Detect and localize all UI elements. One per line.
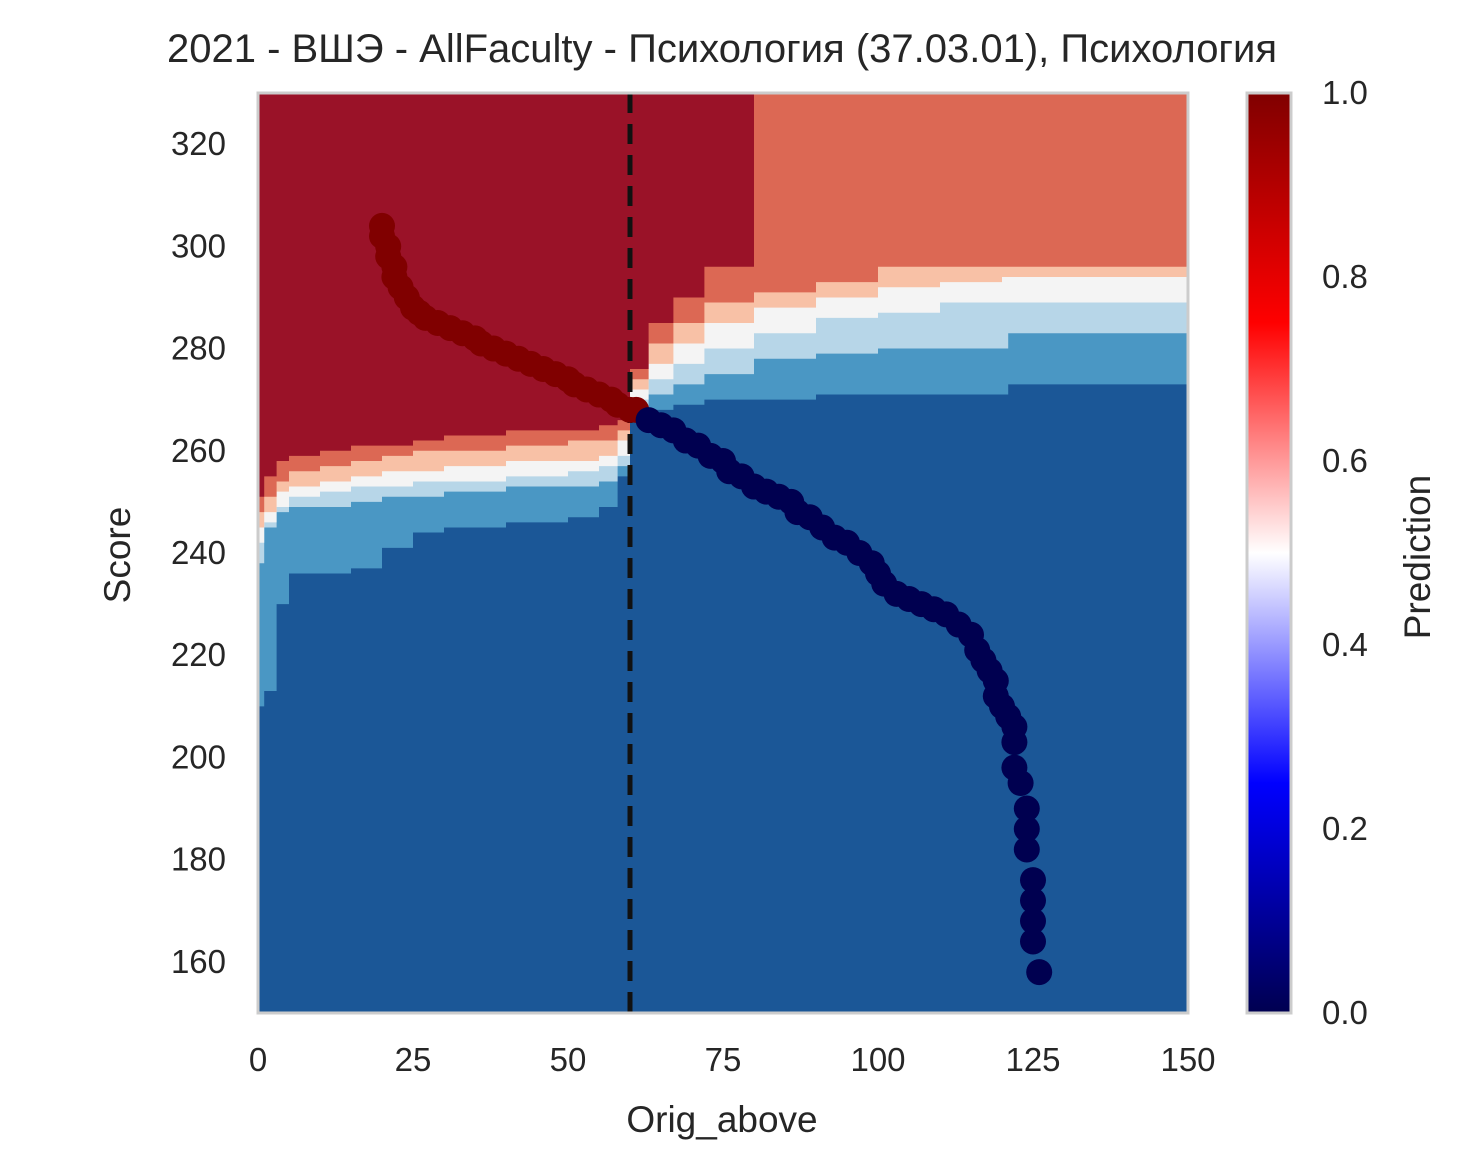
colorbar-tick-label: 0.2 [1322, 810, 1368, 847]
plot-area [258, 93, 1188, 1013]
data-point-not_admitted [1013, 816, 1040, 842]
y-tick-label: 160 [171, 943, 226, 980]
contour-band-top-right [754, 93, 1188, 231]
y-tick-label: 280 [171, 330, 226, 367]
colorbar-label: Prediction [1397, 475, 1438, 640]
y-tick-label: 220 [171, 636, 226, 673]
y-tick-label: 240 [171, 534, 226, 571]
y-tick-label: 180 [171, 841, 226, 878]
x-tick-label: 125 [1005, 1041, 1060, 1078]
data-point-not_admitted [1001, 729, 1028, 756]
data-point-not_admitted [1020, 908, 1046, 934]
data-point-not_admitted [1020, 887, 1046, 914]
colorbar-tick-label: 0.4 [1322, 626, 1368, 663]
y-tick-label: 300 [171, 227, 226, 264]
x-tick-label: 75 [705, 1041, 742, 1078]
chart-title: 2021 - ВШЭ - AllFaculty - Психология (37… [167, 27, 1277, 71]
x-tick-label: 100 [850, 1041, 905, 1078]
colorbar-tick-label: 0.6 [1322, 442, 1368, 479]
data-point-not_admitted [1013, 836, 1040, 863]
data-point-not_admitted [1020, 928, 1046, 955]
x-tick-label: 25 [395, 1041, 432, 1078]
data-point-not_admitted [1007, 770, 1034, 796]
y-tick-label: 200 [171, 738, 226, 775]
colorbar-tick-label: 1.0 [1322, 74, 1368, 111]
x-tick-labels: 0 25 50 75 100 125 150 [249, 1041, 1216, 1078]
x-tick-label: 50 [550, 1041, 587, 1078]
x-axis-label: Orig_above [626, 1099, 817, 1140]
data-point-not_admitted [1026, 959, 1053, 986]
colorbar-tick-label: 0.8 [1322, 258, 1368, 295]
y-tick-label: 260 [171, 432, 226, 469]
contour-band-level_0.8-left [258, 93, 630, 497]
data-points [369, 212, 1053, 986]
colorbar-gradient [1245, 91, 1293, 1015]
colorbar-tick-label: 0.0 [1322, 994, 1368, 1031]
data-point-not_admitted [1020, 867, 1046, 894]
y-axis-label: Score [97, 507, 138, 604]
plot-frame [256, 91, 1190, 1015]
colorbar: 0.0 0.2 0.4 0.6 0.8 1.0 Prediction [1245, 74, 1438, 1031]
y-tick-label: 320 [171, 125, 226, 162]
x-tick-label: 0 [249, 1041, 267, 1078]
x-tick-label: 150 [1160, 1041, 1215, 1078]
y-tick-labels: 160 180 200 220 240 260 280 300 320 [171, 125, 226, 980]
prediction-contour [258, 93, 1188, 1013]
colorbar-tick-labels: 0.0 0.2 0.4 0.6 0.8 1.0 [1322, 74, 1368, 1031]
data-point-not_admitted [1013, 795, 1040, 822]
